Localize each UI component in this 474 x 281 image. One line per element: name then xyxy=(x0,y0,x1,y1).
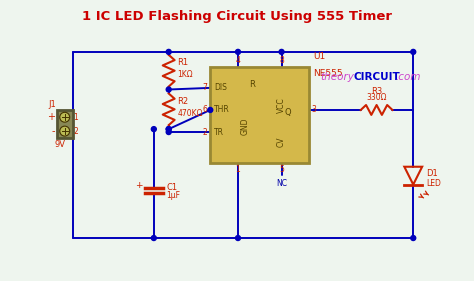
Text: 3: 3 xyxy=(311,105,316,114)
Circle shape xyxy=(236,49,240,54)
Circle shape xyxy=(166,127,171,132)
Circle shape xyxy=(166,130,171,135)
Text: C1: C1 xyxy=(167,183,178,192)
Text: CIRCUIT: CIRCUIT xyxy=(354,72,401,82)
Text: 1KΩ: 1KΩ xyxy=(178,70,193,79)
Text: THR: THR xyxy=(214,105,230,114)
Text: 4: 4 xyxy=(236,56,240,65)
Text: VCC: VCC xyxy=(277,97,286,113)
Text: R2: R2 xyxy=(178,97,189,106)
Text: DIS: DIS xyxy=(214,83,227,92)
Text: 1: 1 xyxy=(73,113,78,122)
Text: 8: 8 xyxy=(279,56,284,65)
Text: R1: R1 xyxy=(178,58,189,67)
Circle shape xyxy=(166,87,171,92)
Text: 7: 7 xyxy=(202,83,207,92)
Text: Q: Q xyxy=(284,108,291,117)
Text: -: - xyxy=(51,126,55,136)
Circle shape xyxy=(60,112,70,122)
Text: D1: D1 xyxy=(426,169,438,178)
Circle shape xyxy=(151,127,156,132)
Circle shape xyxy=(411,49,416,54)
Circle shape xyxy=(166,127,171,132)
Text: TR: TR xyxy=(214,128,224,137)
Text: 2: 2 xyxy=(202,128,207,137)
Circle shape xyxy=(279,49,284,54)
Text: +: + xyxy=(47,112,55,122)
Circle shape xyxy=(411,235,416,241)
Text: 5: 5 xyxy=(279,165,284,174)
Text: 1μF: 1μF xyxy=(167,191,181,200)
Text: NC: NC xyxy=(276,179,287,188)
Text: 470KΩ: 470KΩ xyxy=(178,109,203,118)
Text: NE555: NE555 xyxy=(313,69,343,78)
Text: 2: 2 xyxy=(73,127,78,136)
Text: R: R xyxy=(249,80,255,89)
Circle shape xyxy=(166,49,171,54)
Text: U1: U1 xyxy=(313,52,326,61)
Bar xyxy=(57,110,73,138)
Text: CV: CV xyxy=(277,136,286,147)
Text: theory: theory xyxy=(320,72,354,82)
Text: 6: 6 xyxy=(202,105,207,114)
Text: LED: LED xyxy=(426,179,441,188)
Text: .com: .com xyxy=(395,72,421,82)
Text: 330Ω: 330Ω xyxy=(366,93,387,102)
Circle shape xyxy=(208,107,213,112)
Circle shape xyxy=(60,126,70,136)
Circle shape xyxy=(151,235,156,241)
Text: 9V: 9V xyxy=(55,140,66,149)
Text: J1: J1 xyxy=(48,100,56,109)
Bar xyxy=(210,67,309,163)
Text: R3: R3 xyxy=(371,87,382,96)
Text: 1 IC LED Flashing Circuit Using 555 Timer: 1 IC LED Flashing Circuit Using 555 Time… xyxy=(82,10,392,23)
Text: 1: 1 xyxy=(236,165,240,174)
Text: +: + xyxy=(136,181,143,190)
Circle shape xyxy=(236,235,240,241)
Text: GND: GND xyxy=(240,117,249,135)
